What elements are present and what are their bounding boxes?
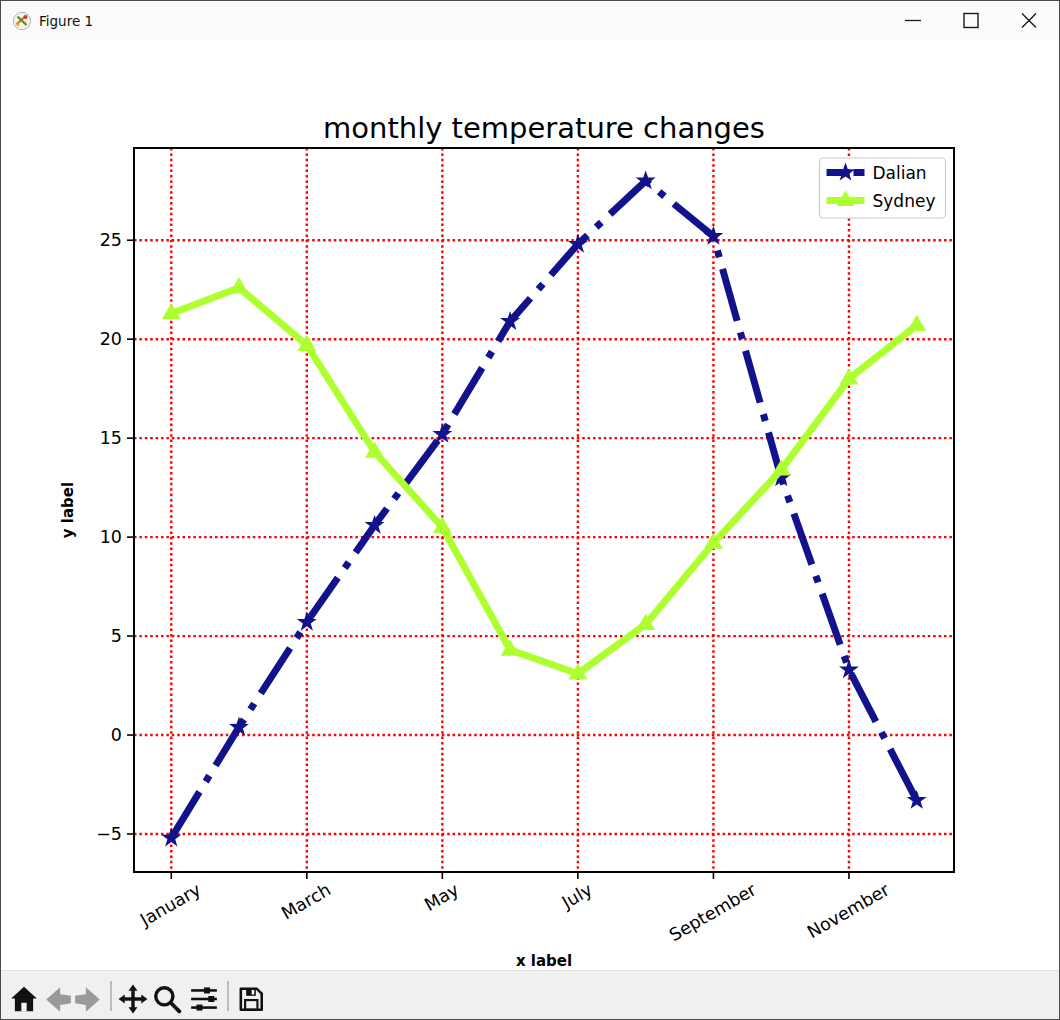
y-tick-label: 15 bbox=[100, 428, 122, 448]
x-tick-label: May bbox=[421, 879, 462, 914]
y-tick-label: 25 bbox=[100, 230, 122, 250]
chart: −5 0 5 10 15 20 25 January March May July September… bbox=[1, 40, 1060, 970]
x-tick-label: March bbox=[278, 879, 334, 923]
legend-label: Dalian bbox=[873, 163, 927, 183]
save-button[interactable] bbox=[236, 984, 266, 1014]
y-axis-label: y label bbox=[59, 482, 77, 538]
series-line-dalian bbox=[171, 181, 916, 838]
plot-border bbox=[134, 148, 954, 872]
forward-button[interactable] bbox=[73, 984, 103, 1014]
toolbar-separator bbox=[227, 981, 229, 1011]
figure-window: Figure 1 −5 0 5 10 15 20 25 January March May July… bbox=[0, 0, 1060, 1020]
y-tick-label: 20 bbox=[100, 329, 122, 349]
x-tick-label: January bbox=[136, 879, 204, 930]
back-button[interactable] bbox=[43, 984, 73, 1014]
x-tick-label: July bbox=[558, 879, 596, 913]
legend-label: Sydney bbox=[873, 191, 936, 211]
x-tick-label: November bbox=[804, 879, 894, 942]
minimize-button[interactable] bbox=[890, 1, 936, 40]
marker-triangle bbox=[907, 315, 926, 331]
configure-subplots-button[interactable] bbox=[189, 984, 219, 1014]
marker-triangle bbox=[230, 277, 249, 293]
zoom-button[interactable] bbox=[152, 984, 182, 1014]
toolbar-separator bbox=[110, 981, 112, 1011]
chart-title: monthly temperature changes bbox=[323, 111, 765, 145]
x-tick-label: September bbox=[666, 879, 760, 945]
home-button[interactable] bbox=[9, 984, 39, 1014]
window-titlebar[interactable]: Figure 1 bbox=[1, 1, 1059, 40]
y-tick-label: −5 bbox=[96, 824, 122, 844]
y-tick-label: 10 bbox=[100, 527, 122, 547]
y-tick-label: 5 bbox=[111, 626, 122, 646]
window-title: Figure 1 bbox=[39, 13, 93, 29]
matplotlib-logo-icon bbox=[12, 11, 32, 31]
close-button[interactable] bbox=[1006, 1, 1052, 40]
figure-canvas[interactable]: −5 0 5 10 15 20 25 January March May July September… bbox=[1, 40, 1059, 970]
maximize-button[interactable] bbox=[948, 1, 994, 40]
x-axis-label: x label bbox=[516, 952, 572, 970]
y-tick-label: 0 bbox=[111, 725, 122, 745]
navigation-toolbar bbox=[1, 970, 1059, 1019]
series-line-sydney bbox=[171, 288, 916, 674]
pan-button[interactable] bbox=[118, 984, 148, 1014]
